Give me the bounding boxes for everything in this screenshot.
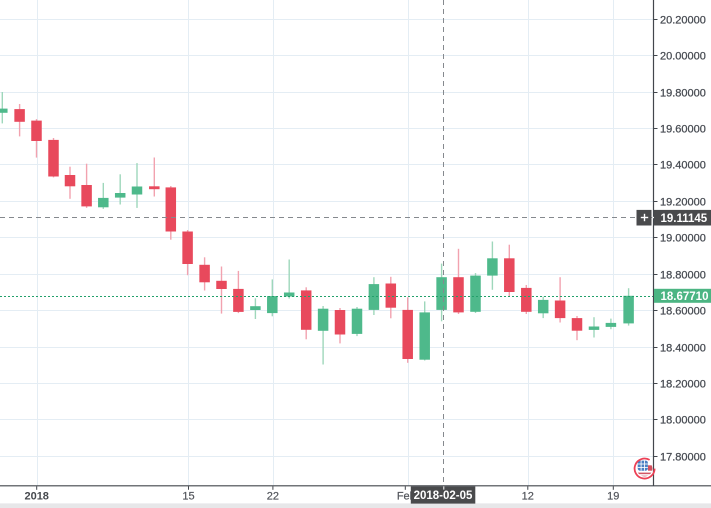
svg-text:19.60000: 19.60000 xyxy=(660,123,706,135)
svg-text:20.00000: 20.00000 xyxy=(660,50,706,62)
svg-text:19.20000: 19.20000 xyxy=(660,196,706,208)
svg-text:18.60000: 18.60000 xyxy=(660,305,706,317)
svg-text:18.40000: 18.40000 xyxy=(660,342,706,354)
svg-text:19.11145: 19.11145 xyxy=(661,213,708,225)
svg-text:20.20000: 20.20000 xyxy=(660,14,706,26)
svg-text:19.40000: 19.40000 xyxy=(660,159,706,171)
svg-text:19.80000: 19.80000 xyxy=(660,87,706,99)
svg-text:18.00000: 18.00000 xyxy=(660,414,706,426)
svg-text:22: 22 xyxy=(267,490,279,502)
svg-text:19: 19 xyxy=(607,490,619,502)
svg-text:18.67710: 18.67710 xyxy=(661,291,709,303)
svg-text:15: 15 xyxy=(182,490,194,502)
svg-text:2018: 2018 xyxy=(24,490,48,502)
svg-text:2018-02-05: 2018-02-05 xyxy=(414,490,473,502)
svg-text:12: 12 xyxy=(522,490,534,502)
svg-text:19.00000: 19.00000 xyxy=(660,232,706,244)
svg-text:18.20000: 18.20000 xyxy=(660,378,706,390)
svg-text:17.80000: 17.80000 xyxy=(660,451,706,463)
svg-text:18.80000: 18.80000 xyxy=(660,269,706,281)
